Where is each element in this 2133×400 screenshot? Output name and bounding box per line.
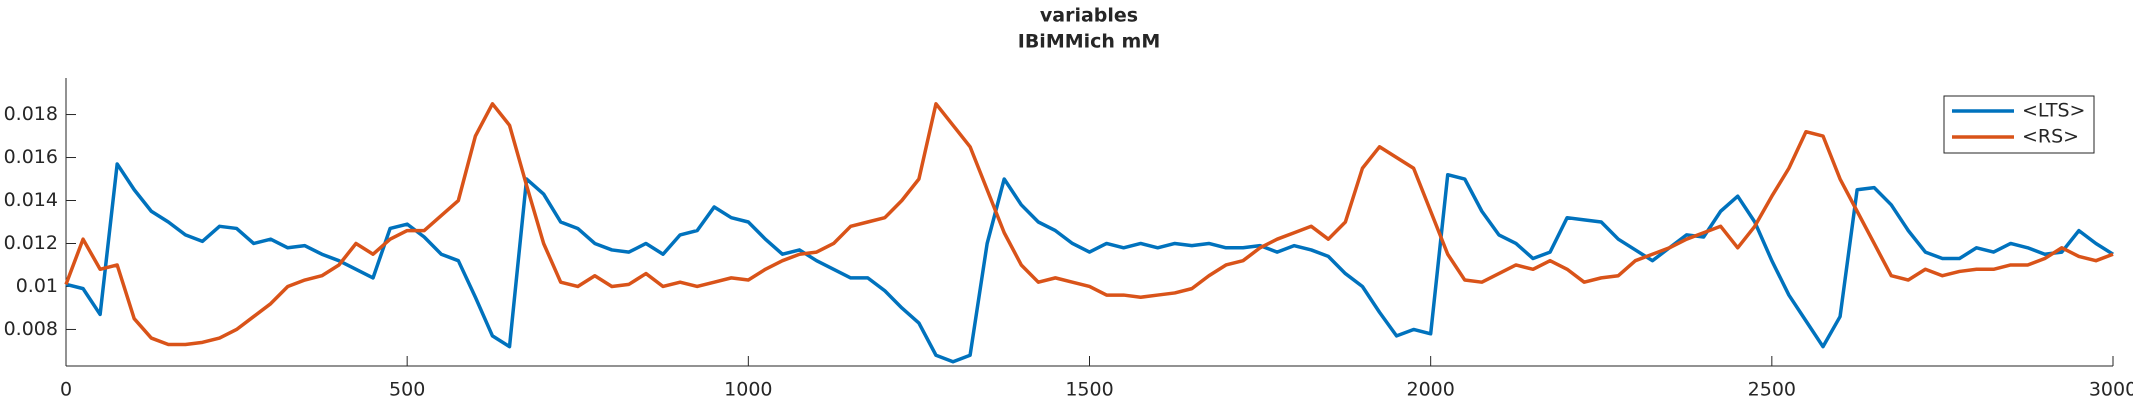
series-line bbox=[64, 102, 2114, 347]
y-tick-label: 0.016 bbox=[4, 146, 58, 168]
y-tick-label: 0.008 bbox=[4, 318, 58, 340]
legend-label: <RS> bbox=[2022, 126, 2079, 148]
y-tick-label: 0.012 bbox=[4, 232, 58, 254]
legend-box bbox=[1943, 95, 2095, 154]
y-tick-label: 0.01 bbox=[16, 275, 58, 297]
x-tick-label: 1500 bbox=[1065, 379, 1113, 400]
x-tick-label: 1000 bbox=[724, 379, 772, 400]
legend-label: <LTS> bbox=[2022, 100, 2085, 122]
y-tick-label: 0.014 bbox=[4, 189, 58, 211]
x-tick-label: 2000 bbox=[1406, 379, 1454, 400]
x-tick-label: 500 bbox=[389, 379, 425, 400]
x-tick-label: 3000 bbox=[2089, 379, 2133, 400]
y-tick-label: 0.018 bbox=[4, 103, 58, 125]
x-tick-label: 0 bbox=[60, 379, 72, 400]
chart-subtitle: IBiMMich mM bbox=[1018, 31, 1161, 53]
series-line bbox=[65, 162, 2114, 364]
x-tick-label: 2500 bbox=[1748, 379, 1796, 400]
chart-title: variables bbox=[1040, 5, 1138, 27]
